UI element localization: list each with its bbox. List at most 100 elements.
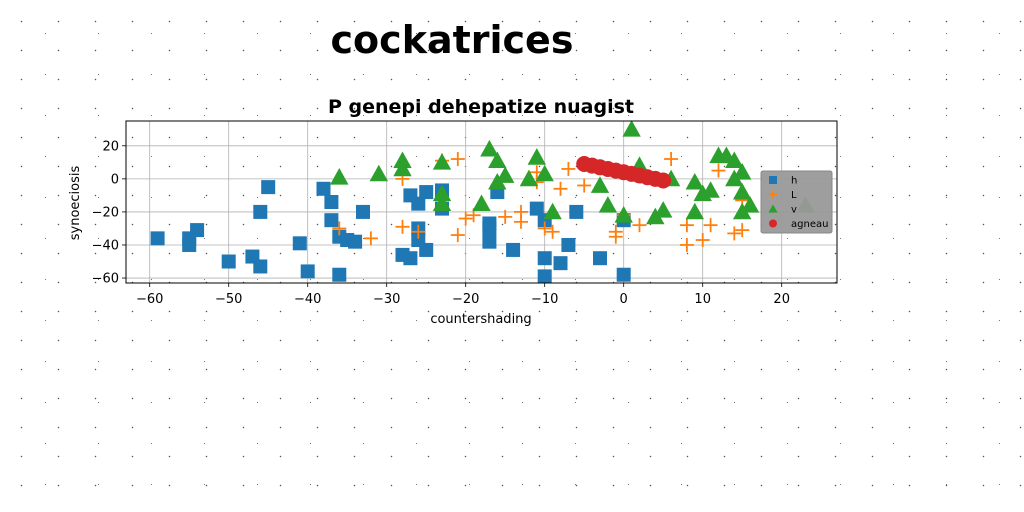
plus-point: [537, 221, 552, 236]
legend-label: L: [791, 190, 797, 201]
square-point: [332, 267, 347, 282]
plus-point: [703, 218, 718, 233]
plus-point: [411, 224, 426, 239]
triangle-point: [733, 163, 752, 180]
plus-point: [608, 229, 623, 244]
plus-point: [679, 218, 694, 233]
square-point: [300, 264, 315, 279]
triangle-point: [432, 153, 452, 170]
triangle-point: [535, 164, 554, 182]
triangle-point: [685, 202, 704, 220]
series-v: [330, 120, 815, 225]
plus-point: [695, 233, 710, 248]
square-point: [411, 196, 426, 211]
square-point: [553, 256, 568, 271]
square-point: [348, 234, 363, 249]
series-L: [332, 152, 750, 252]
chart-title: P genepi dehepatize nuagist: [328, 96, 634, 118]
plus-point: [632, 218, 647, 233]
square-point: [506, 242, 521, 257]
legend-label: agneau: [791, 219, 828, 230]
plot-series: [150, 120, 815, 284]
square-point: [403, 251, 418, 266]
plus-point: [664, 152, 679, 167]
triangle-point: [527, 148, 546, 165]
legend: hLv agneau: [760, 170, 833, 234]
x-tick-label: −30: [373, 292, 400, 307]
legend-marker-agneau: [769, 219, 777, 228]
square-point: [190, 223, 205, 238]
x-axis-label: countershading: [430, 312, 531, 327]
triangle-point: [740, 196, 760, 213]
triangle-point: [543, 202, 562, 220]
triangle-point: [330, 168, 349, 185]
triangle-point: [480, 139, 499, 157]
triangle-point: [590, 176, 610, 193]
plus-point: [395, 219, 410, 234]
plus-point: [553, 181, 568, 196]
plus-point: [514, 214, 528, 229]
triangle-point: [701, 181, 720, 198]
plus-point: [458, 211, 473, 226]
square-point: [593, 251, 607, 266]
square-point: [292, 236, 307, 251]
triangle-point: [654, 201, 673, 218]
triangle-point: [519, 169, 539, 187]
y-tick-label: 0: [111, 172, 119, 187]
square-point: [324, 195, 339, 209]
triangle-point: [496, 166, 515, 183]
triangle-point: [369, 164, 388, 182]
legend-label: h: [791, 176, 797, 187]
square-point: [419, 185, 434, 200]
square-point: [482, 234, 497, 249]
square-point: [253, 259, 268, 274]
circle-point: [655, 172, 672, 189]
triangle-point: [598, 196, 618, 213]
plus-point: [450, 228, 465, 243]
triangle-point: [488, 151, 507, 169]
x-tick-label: 20: [773, 292, 790, 307]
plus-point: [735, 223, 750, 238]
y-tick-label: −40: [92, 238, 119, 253]
y-axis-label: synoeciosis: [68, 166, 83, 241]
triangle-point: [614, 206, 633, 223]
square-point: [537, 251, 552, 266]
y-tick-label: −60: [92, 272, 119, 287]
square-point: [569, 204, 584, 219]
square-point: [221, 254, 236, 269]
series-agneau: [576, 155, 672, 189]
legend-label: v: [791, 205, 797, 216]
plus-point: [450, 152, 465, 167]
plus-point: [711, 163, 726, 178]
triangle-point: [685, 172, 704, 190]
triangle-point: [733, 182, 752, 200]
x-tick-label: −40: [294, 292, 321, 307]
grid-lines: [126, 121, 837, 283]
triangle-point: [393, 159, 412, 177]
x-tick-label: −50: [215, 292, 242, 307]
x-tick-label: −20: [452, 292, 479, 307]
plus-point: [727, 226, 742, 241]
square-point: [482, 216, 497, 231]
square-point: [261, 180, 276, 195]
x-tick-label: 0: [620, 292, 628, 307]
page-title: cockatrices: [330, 18, 574, 62]
legend-marker-h: [769, 176, 777, 184]
triangle-point: [622, 120, 641, 137]
triangle-point: [472, 194, 491, 212]
square-point: [316, 181, 331, 196]
square-point: [356, 204, 370, 219]
triangle-point: [725, 151, 744, 169]
square-point: [324, 213, 339, 228]
axis-ticks: −60 −50 −40 −30 −20 −10 0 10 20 −60 −40 −20 0 20: [92, 139, 790, 307]
plot-frame: [125, 120, 838, 284]
y-tick-label: −20: [92, 205, 119, 220]
square-point: [253, 204, 268, 219]
plus-point: [545, 224, 560, 239]
legend-box: [760, 170, 833, 234]
square-point: [561, 237, 576, 252]
plus-point: [498, 209, 513, 224]
triangle-point: [432, 184, 452, 202]
x-tick-label: 10: [694, 292, 711, 307]
